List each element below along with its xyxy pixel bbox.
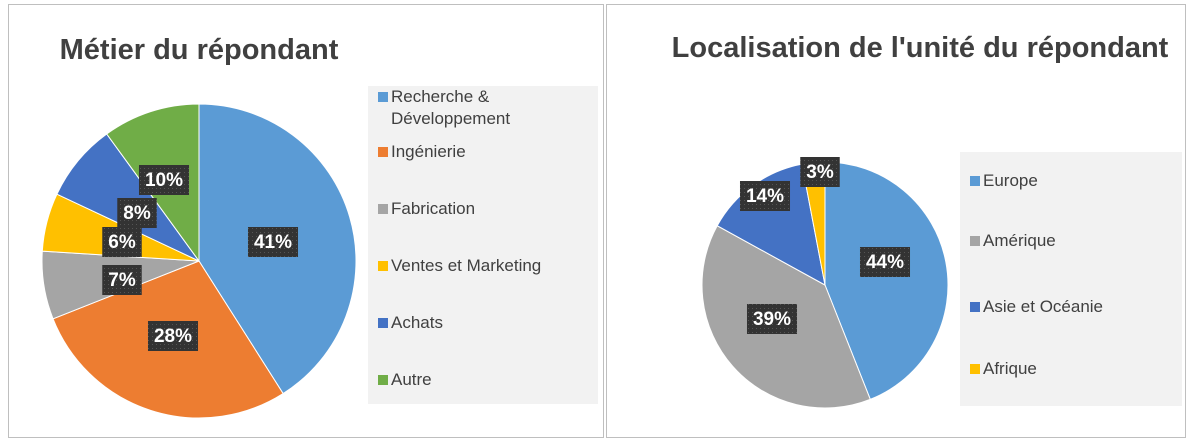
data-label-box	[859, 247, 911, 277]
legend-swatch	[378, 375, 388, 385]
legend-swatch	[378, 92, 388, 102]
legend-swatch	[378, 147, 388, 157]
data-label-box	[800, 157, 840, 187]
data-label: 8%	[123, 203, 151, 224]
data-label-box	[102, 265, 142, 295]
data-label-box	[138, 165, 190, 195]
legend-label: Ingénierie	[391, 142, 466, 161]
legend: Europe Amérique Asie et Océanie Afrique	[960, 152, 1182, 406]
data-label: 6%	[108, 232, 136, 253]
legend-swatch	[970, 302, 980, 312]
legend-label: Fabrication	[391, 199, 476, 218]
legend-label: Recherche & Développement	[391, 87, 511, 128]
data-label-box	[102, 227, 142, 257]
pie-slice	[824, 161, 949, 401]
data-label-box	[117, 198, 157, 228]
chart-title: Métier du répondant	[59, 34, 339, 66]
legend: Recherche & Développement Ingénierie Fabri…	[368, 86, 598, 404]
chart-panel	[8, 4, 604, 438]
legend-swatch	[378, 318, 388, 328]
legend-swatch	[970, 176, 980, 186]
data-label: 41%	[254, 232, 292, 253]
legend-swatch	[970, 364, 980, 374]
data-label: 10%	[145, 170, 183, 191]
legend-swatch	[378, 204, 388, 214]
legend-label: Amérique	[983, 231, 1056, 250]
legend-label: Ventes et Marketing	[391, 256, 542, 275]
legend-label: Afrique	[983, 359, 1037, 378]
legend-label: Asie et Océanie	[983, 297, 1104, 316]
data-label-box	[739, 181, 791, 211]
data-label-box	[147, 321, 199, 351]
data-label: 28%	[154, 326, 192, 347]
chart-title: Localisation de l'unité du répondant	[671, 32, 1169, 64]
legend-label: Autre	[391, 370, 432, 389]
legend-swatch	[378, 261, 388, 271]
data-label-box	[746, 304, 798, 334]
legend-label: Europe	[983, 171, 1038, 190]
legend-label: Achats	[391, 313, 443, 332]
data-label: 3%	[806, 162, 834, 183]
data-label: 39%	[753, 309, 791, 330]
chart-panel	[606, 4, 1186, 438]
data-label: 14%	[746, 186, 784, 207]
legend-swatch	[970, 236, 980, 246]
data-label: 44%	[866, 252, 904, 273]
data-label-box	[247, 227, 299, 257]
data-label: 7%	[108, 270, 136, 291]
